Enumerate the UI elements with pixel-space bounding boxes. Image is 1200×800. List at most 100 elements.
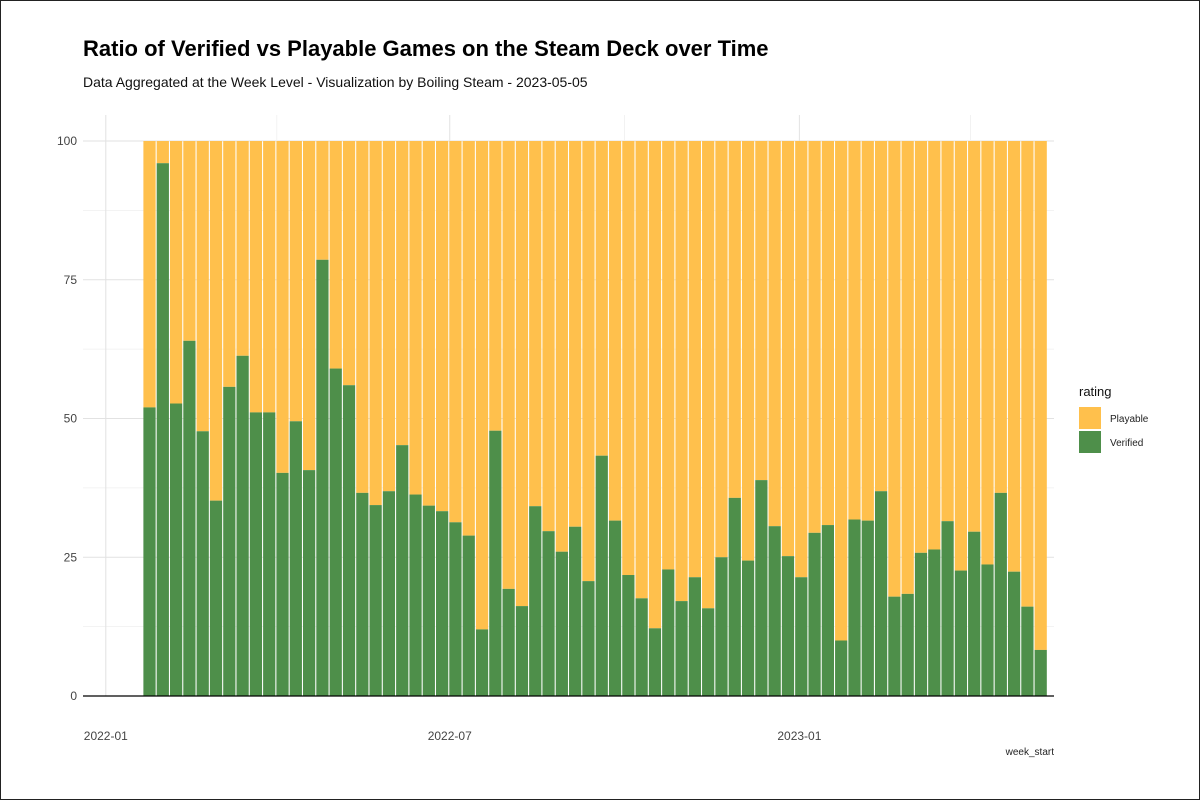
bar-playable <box>502 141 515 589</box>
legend-swatch-playable <box>1079 407 1101 429</box>
bar-playable <box>196 141 209 432</box>
bar-playable <box>941 141 954 522</box>
bar-verified <box>622 575 635 696</box>
bar-playable <box>888 141 901 597</box>
legend-label-playable: Playable <box>1110 414 1149 425</box>
bar-playable <box>715 141 728 558</box>
bar-verified <box>249 412 263 696</box>
bar-playable <box>436 141 449 512</box>
bar-playable <box>848 141 861 520</box>
bar-verified <box>223 386 236 696</box>
bar-verified <box>276 472 289 696</box>
bar-playable <box>622 141 635 576</box>
bar-playable <box>542 141 555 532</box>
bar-playable <box>475 141 489 630</box>
bar-verified <box>635 598 648 696</box>
bar-verified <box>489 430 502 696</box>
bar-verified <box>954 570 968 696</box>
bar-verified <box>449 522 462 696</box>
bar-playable <box>236 141 249 356</box>
x-tick-label: 2022-07 <box>428 729 472 743</box>
bar-verified <box>1007 571 1021 696</box>
bar-playable <box>396 141 409 446</box>
bar-verified <box>861 520 874 696</box>
bar-playable <box>569 141 582 527</box>
bar-verified <box>821 525 834 696</box>
bar-playable <box>728 141 741 498</box>
bar-playable <box>209 141 223 501</box>
legend-swatch-verified <box>1079 431 1101 453</box>
x-tick-label: 2023-01 <box>777 729 821 743</box>
bar-verified <box>941 521 954 696</box>
bar-verified <box>595 455 608 696</box>
y-tick-label: 75 <box>64 273 78 287</box>
legend: rating Playable Verified <box>1079 384 1149 453</box>
bar-playable <box>741 141 755 561</box>
bar-verified <box>848 519 861 696</box>
bar-verified <box>289 421 302 696</box>
bar-playable <box>462 141 475 536</box>
y-tick-label: 50 <box>64 412 78 426</box>
bar-playable <box>688 141 701 578</box>
y-tick-label: 25 <box>64 550 78 564</box>
bar-verified <box>662 569 675 696</box>
bar-playable <box>821 141 834 526</box>
bar-playable <box>874 141 888 492</box>
bar-playable <box>755 141 768 481</box>
bar-verified <box>316 259 329 696</box>
bar-verified <box>236 355 249 696</box>
bar-verified <box>529 506 542 696</box>
bar-playable <box>954 141 968 571</box>
bar-verified <box>728 497 741 696</box>
legend-label-verified: Verified <box>1110 438 1143 449</box>
bar-verified <box>608 520 622 696</box>
bar-verified <box>755 480 768 696</box>
bar-verified <box>741 560 755 696</box>
bar-verified <box>263 412 276 696</box>
bar-playable <box>409 141 422 495</box>
bar-playable <box>928 141 941 550</box>
bar-verified <box>502 588 515 696</box>
bar-verified <box>475 629 489 696</box>
bar-playable <box>369 141 382 506</box>
bar-playable <box>1007 141 1021 572</box>
bar-playable <box>249 141 263 413</box>
bar-verified <box>715 557 728 696</box>
bar-verified <box>462 535 475 696</box>
x-axis-label: week_start <box>1005 747 1055 758</box>
bar-verified <box>582 581 595 696</box>
bar-playable <box>382 141 396 492</box>
bar-verified <box>542 531 555 696</box>
bar-verified <box>688 577 701 696</box>
bar-verified <box>981 564 994 696</box>
bar-verified <box>143 407 156 696</box>
bar-playable <box>1021 141 1034 607</box>
bar-verified <box>196 431 209 696</box>
bar-verified <box>515 606 529 696</box>
bar-playable <box>595 141 608 456</box>
bar-verified <box>781 556 795 696</box>
bar-verified <box>356 492 369 696</box>
bar-verified <box>1034 649 1047 696</box>
bar-verified <box>169 403 183 696</box>
bar-playable <box>303 141 316 471</box>
bar-playable <box>422 141 435 506</box>
bar-playable <box>156 141 169 164</box>
bar-playable <box>263 141 276 413</box>
bar-playable <box>529 141 542 507</box>
bar-playable <box>356 141 369 493</box>
bar-verified <box>409 494 422 696</box>
bar-playable <box>143 141 156 408</box>
bar-playable <box>968 141 981 532</box>
bar-playable <box>662 141 675 570</box>
bar-playable <box>316 141 329 260</box>
bar-playable <box>914 141 928 553</box>
bar-verified <box>835 640 848 696</box>
bars-group <box>143 141 1047 696</box>
bar-playable <box>608 141 622 521</box>
x-tick-label: 2022-01 <box>84 729 128 743</box>
bar-verified <box>555 551 568 696</box>
bar-playable <box>169 141 183 404</box>
axes-group: 0 25 50 75 100 2022-01 2022-07 2023-01 week_star… <box>57 134 1054 758</box>
